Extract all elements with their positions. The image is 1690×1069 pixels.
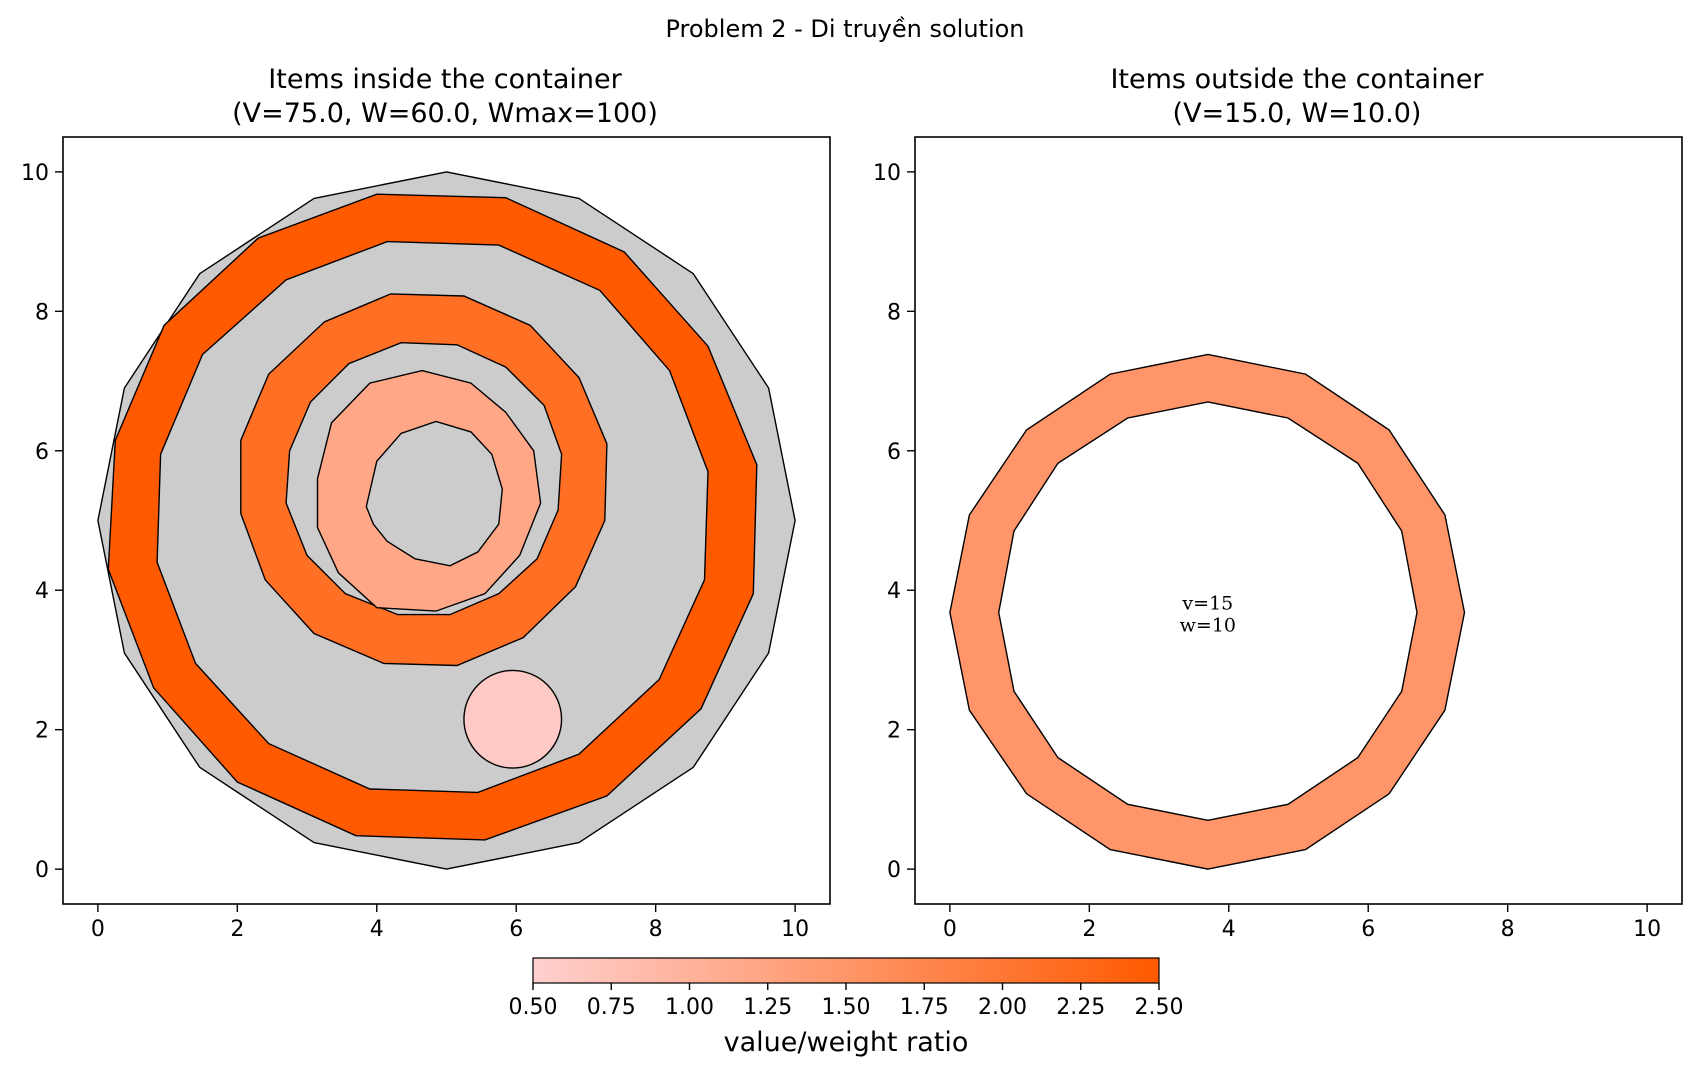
y-tick-label: 10 — [21, 161, 49, 186]
axes-frame — [914, 136, 1683, 905]
colorbar-tick-label: 1.75 — [900, 995, 949, 1020]
circle-item — [463, 669, 563, 769]
y-tick-label: 0 — [887, 858, 901, 883]
ring-outer-edge — [240, 293, 608, 667]
panel-outside: Items outside the container (V=15.0, W=1… — [873, 64, 1683, 942]
colorbar-ticks: 0.50 0.75 1.00 1.25 1.50 1.75 2.00 2.25 2.50 — [509, 983, 1184, 1020]
y-tick-label: 4 — [35, 579, 49, 604]
colorbar-label: value/weight ratio — [724, 1027, 969, 1058]
figure-suptitle: Problem 2 - Di truyền solution — [665, 15, 1024, 43]
x-tick-label: 10 — [781, 917, 809, 942]
item-value-label: v=15 — [1181, 593, 1233, 615]
x-tick-label: 6 — [1361, 917, 1375, 942]
y-tick-label: 8 — [887, 300, 901, 325]
y-tick-label: 6 — [35, 440, 49, 465]
y-tick-label: 0 — [35, 858, 49, 883]
colorbar-tick-label: 0.50 — [509, 995, 558, 1020]
plot-outside: v=15w=10 0 2 4 6 8 10 0 2 4 6 8 10 — [873, 136, 1683, 942]
colorbar-tick-label: 2.00 — [978, 995, 1027, 1020]
ring-inner-edge — [365, 420, 504, 567]
panel-inside-title-line1: Items inside the container — [268, 64, 622, 95]
panel-inside-title-line2: (V=75.0, W=60.0, Wmax=100) — [232, 98, 658, 129]
packed-ring-item — [107, 193, 758, 841]
plot-inside: 0 2 4 6 8 10 0 2 4 6 8 10 — [21, 136, 831, 942]
y-tick-label: 6 — [887, 440, 901, 465]
container-polygon — [97, 171, 796, 870]
x-tick-label: 0 — [943, 917, 957, 942]
x-tick-label: 4 — [370, 917, 384, 942]
y-tick-label: 4 — [887, 579, 901, 604]
panel-outside-title-line1: Items outside the container — [1110, 64, 1484, 95]
x-tick-label: 0 — [91, 917, 105, 942]
colorbar-gradient — [532, 957, 1160, 984]
ring-outer-edge — [949, 353, 1466, 870]
ring-fill — [317, 370, 541, 612]
x-tick-label: 2 — [1082, 917, 1096, 942]
packed-ring-item — [949, 353, 1466, 870]
colorbar-tick-label: 1.25 — [743, 995, 792, 1020]
x-tick-label: 6 — [509, 917, 523, 942]
colorbar: 0.50 0.75 1.00 1.25 1.50 1.75 2.00 2.25 2.50 val… — [509, 957, 1184, 1058]
colorbar-tick-label: 2.50 — [1135, 995, 1184, 1020]
colorbar-tick-label: 2.25 — [1056, 995, 1105, 1020]
colorbar-tick-label: 1.50 — [822, 995, 871, 1020]
packed-ring-item — [316, 369, 542, 612]
colorbar-tick-label: 0.75 — [587, 995, 636, 1020]
y-tick-label: 2 — [35, 719, 49, 744]
panel-outside-title-line2: (V=15.0, W=10.0) — [1173, 98, 1422, 129]
ring-outer-edge — [107, 193, 758, 841]
x-tick-label: 8 — [649, 917, 663, 942]
x-tick-label: 10 — [1633, 917, 1661, 942]
x-tick-label: 8 — [1501, 917, 1515, 942]
colorbar-tick-label: 1.00 — [665, 995, 714, 1020]
axes-frame — [62, 136, 831, 905]
x-tick-label: 4 — [1222, 917, 1236, 942]
x-tick-label: 2 — [230, 917, 244, 942]
panel-inside: Items inside the container (V=75.0, W=60… — [21, 64, 831, 942]
ring-outer-edge — [316, 369, 542, 612]
ring-inner-edge — [156, 240, 709, 794]
item-weight-label: w=10 — [1180, 615, 1236, 637]
ring-inner-edge — [997, 401, 1418, 822]
y-tick-label: 8 — [35, 300, 49, 325]
y-tick-label: 10 — [873, 161, 901, 186]
y-tick-label: 2 — [887, 719, 901, 744]
